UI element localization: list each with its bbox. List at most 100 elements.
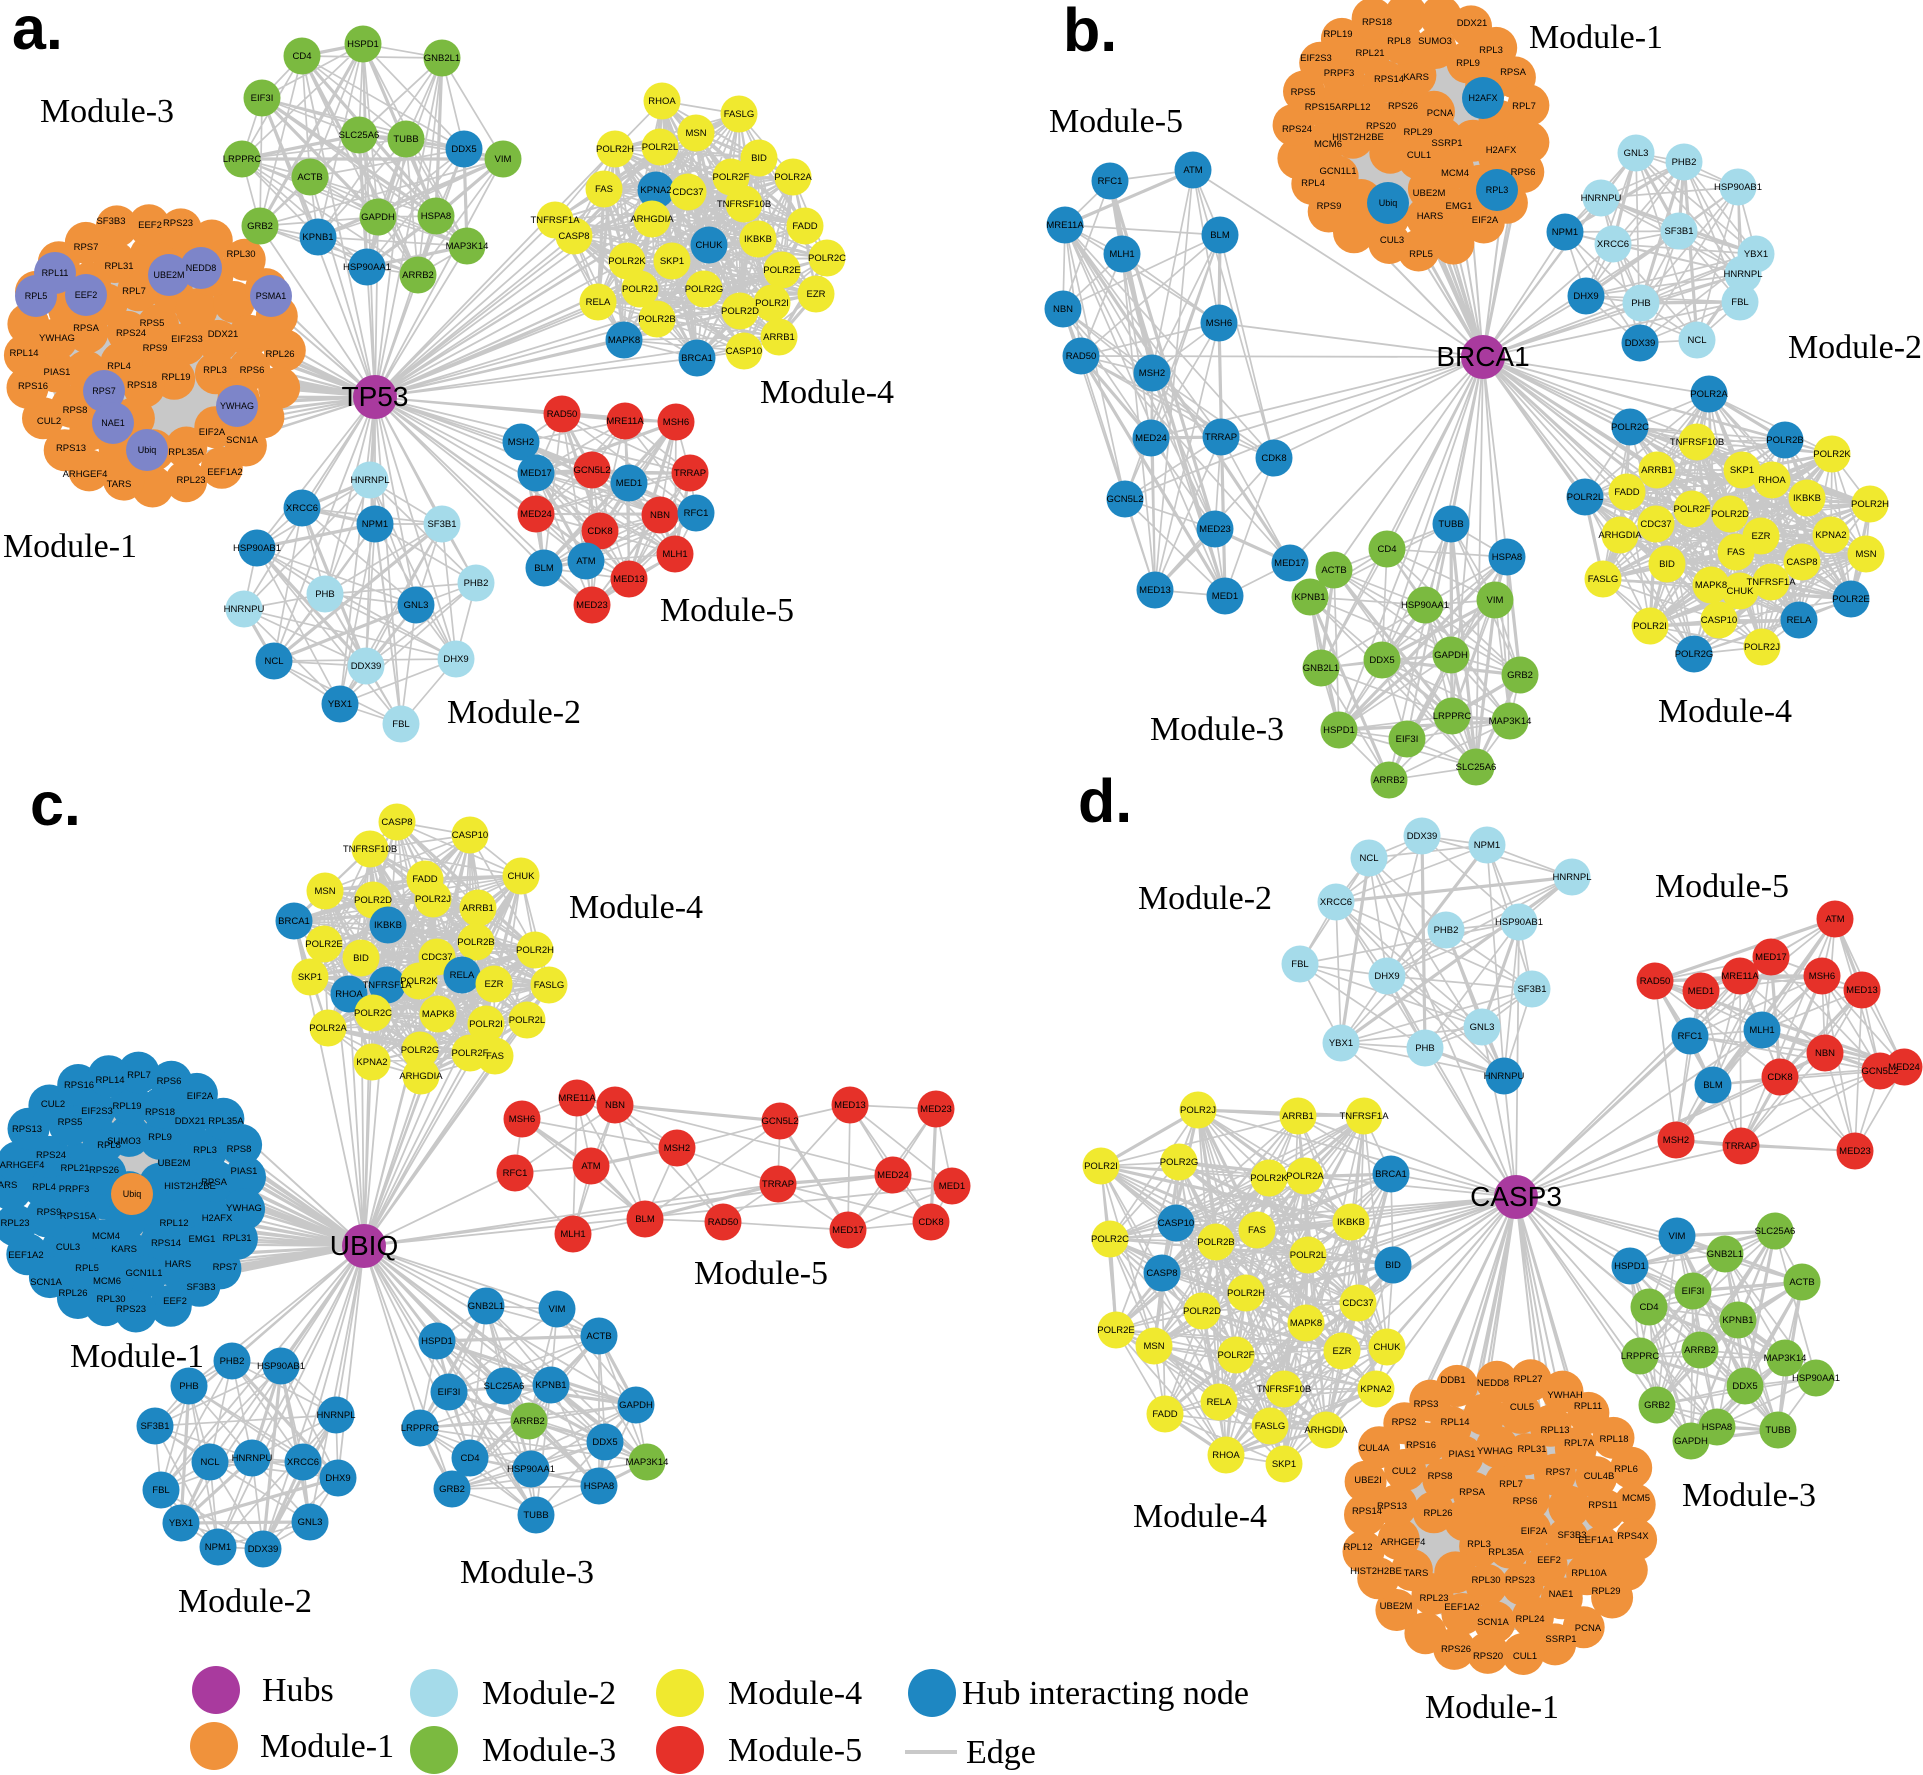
svg-text:PRPF3: PRPF3	[59, 1184, 90, 1195]
svg-text:POLR2L: POLR2L	[509, 1015, 545, 1026]
svg-text:RPS5: RPS5	[140, 318, 165, 329]
svg-text:GCN1L1: GCN1L1	[126, 1268, 163, 1279]
svg-text:EMG1: EMG1	[1446, 201, 1473, 212]
svg-text:MED1: MED1	[1688, 986, 1714, 997]
svg-text:ARHGDIA: ARHGDIA	[1598, 530, 1642, 541]
svg-text:POLR2E: POLR2E	[763, 265, 801, 276]
svg-text:CHUK: CHUK	[1727, 586, 1755, 597]
svg-text:POLR2J: POLR2J	[1180, 1105, 1216, 1116]
svg-text:RELA: RELA	[1787, 615, 1812, 626]
svg-text:MED23: MED23	[576, 600, 608, 611]
svg-text:ACTB: ACTB	[1789, 1277, 1814, 1288]
svg-text:NCL: NCL	[1687, 335, 1706, 346]
svg-text:GCN1L1: GCN1L1	[1320, 166, 1357, 177]
svg-text:TNFRSF10B: TNFRSF10B	[1670, 437, 1724, 448]
svg-text:CASP8: CASP8	[558, 231, 589, 242]
svg-text:MSN: MSN	[1143, 1341, 1164, 1352]
svg-text:POLR2C: POLR2C	[1091, 1234, 1129, 1245]
svg-text:IKBKB: IKBKB	[374, 920, 402, 931]
svg-text:MED23: MED23	[1199, 524, 1231, 535]
svg-text:EIF3I: EIF3I	[1682, 1286, 1705, 1297]
svg-text:DDX5: DDX5	[451, 144, 476, 155]
svg-text:SKP1: SKP1	[1272, 1459, 1296, 1470]
svg-text:RELA: RELA	[450, 970, 475, 981]
svg-text:HSPA8: HSPA8	[1702, 1422, 1732, 1433]
svg-text:POLR2D: POLR2D	[354, 895, 392, 906]
svg-text:RPS18: RPS18	[1362, 17, 1392, 28]
svg-text:YWHAG: YWHAG	[220, 401, 254, 411]
svg-text:ARRB1: ARRB1	[462, 903, 494, 914]
svg-text:PHB2: PHB2	[464, 578, 489, 589]
svg-text:SCN1A: SCN1A	[30, 1277, 62, 1288]
svg-text:RPS5: RPS5	[58, 1117, 83, 1128]
svg-text:HIST2H2BE: HIST2H2BE	[1350, 1566, 1402, 1577]
svg-text:POLR2F: POLR2F	[1674, 504, 1711, 515]
svg-text:MSH2: MSH2	[664, 1143, 690, 1154]
svg-text:CASP10: CASP10	[1158, 1218, 1194, 1229]
svg-text:RPS13: RPS13	[56, 443, 86, 454]
svg-text:Hub interacting node: Hub interacting node	[962, 1675, 1249, 1712]
svg-text:MCM4: MCM4	[1441, 168, 1469, 179]
svg-text:SF3B3: SF3B3	[1557, 1530, 1586, 1541]
svg-text:RPL11: RPL11	[42, 268, 69, 278]
svg-text:EIF2S3: EIF2S3	[171, 334, 203, 345]
svg-text:HNRNPU: HNRNPU	[224, 604, 265, 615]
svg-text:Hubs: Hubs	[262, 1672, 334, 1709]
svg-text:RPSA: RPSA	[1500, 67, 1527, 78]
svg-text:FASLG: FASLG	[1255, 1421, 1286, 1432]
svg-text:GCN5L2: GCN5L2	[1107, 494, 1144, 505]
svg-text:HNRNPL: HNRNPL	[350, 475, 389, 486]
svg-text:GNB2L1: GNB2L1	[1707, 1249, 1743, 1260]
svg-text:RPL5: RPL5	[25, 291, 48, 301]
svg-text:RPL7: RPL7	[1512, 101, 1536, 112]
svg-text:Module-5: Module-5	[1049, 103, 1183, 140]
svg-text:CASP8: CASP8	[1146, 1268, 1177, 1279]
svg-text:RELA: RELA	[586, 297, 611, 308]
svg-text:RPL12: RPL12	[1341, 102, 1370, 113]
svg-text:RPSA: RPSA	[1459, 1487, 1486, 1498]
svg-text:UBE2I: UBE2I	[1354, 1475, 1381, 1486]
svg-text:POLR2B: POLR2B	[1766, 435, 1804, 446]
svg-text:GAPDH: GAPDH	[619, 1400, 653, 1411]
svg-text:Module-1: Module-1	[1529, 19, 1663, 56]
svg-text:DDX5: DDX5	[1732, 1381, 1757, 1392]
svg-text:POLR2H: POLR2H	[1851, 499, 1889, 510]
svg-text:RPL29: RPL29	[1591, 1586, 1620, 1597]
svg-text:RPL9: RPL9	[1456, 58, 1480, 69]
svg-text:PHB: PHB	[1415, 1043, 1435, 1054]
svg-text:RPL3: RPL3	[1486, 185, 1509, 195]
svg-text:RPL7A: RPL7A	[1564, 1438, 1595, 1449]
svg-text:BLM: BLM	[1703, 1080, 1723, 1091]
svg-text:CUL1: CUL1	[1513, 1651, 1537, 1662]
svg-text:IKBKB: IKBKB	[1337, 1217, 1365, 1228]
svg-text:FASLG: FASLG	[1588, 574, 1619, 585]
svg-text:FADD: FADD	[1614, 487, 1639, 498]
svg-text:MAPK8: MAPK8	[422, 1009, 454, 1020]
svg-text:BLM: BLM	[635, 1214, 655, 1225]
svg-text:KARS: KARS	[111, 1244, 137, 1255]
svg-text:MED13: MED13	[834, 1100, 866, 1111]
svg-text:CUL4B: CUL4B	[1584, 1471, 1615, 1482]
svg-text:RPSA: RPSA	[73, 323, 100, 334]
svg-text:RPS8: RPS8	[1428, 1471, 1453, 1482]
svg-text:EMG1: EMG1	[189, 1234, 216, 1245]
svg-text:YWHAG: YWHAG	[226, 1203, 262, 1214]
svg-text:RPS26: RPS26	[1388, 101, 1418, 112]
svg-text:Ubiq: Ubiq	[1379, 198, 1398, 208]
svg-text:BID: BID	[353, 953, 369, 964]
svg-text:NBN: NBN	[605, 1100, 625, 1111]
svg-text:MSH6: MSH6	[509, 1114, 535, 1125]
svg-text:SSRP1: SSRP1	[1545, 1634, 1576, 1645]
svg-text:POLR2K: POLR2K	[1813, 449, 1851, 460]
svg-text:POLR2A: POLR2A	[1286, 1171, 1324, 1182]
svg-text:MAP3K14: MAP3K14	[446, 241, 489, 252]
svg-text:HSP90AA1: HSP90AA1	[507, 1464, 555, 1475]
svg-text:EEF1A2: EEF1A2	[8, 1250, 43, 1261]
svg-text:PIAS1: PIAS1	[44, 367, 71, 378]
svg-text:BRCA1: BRCA1	[1436, 341, 1529, 372]
svg-text:BRCA1: BRCA1	[278, 916, 310, 927]
svg-text:Module-2: Module-2	[1788, 329, 1922, 366]
svg-text:CUL4A: CUL4A	[1359, 1443, 1390, 1454]
svg-text:ARHGEF4: ARHGEF4	[0, 1160, 44, 1171]
svg-text:RPS2: RPS2	[1392, 1417, 1417, 1428]
